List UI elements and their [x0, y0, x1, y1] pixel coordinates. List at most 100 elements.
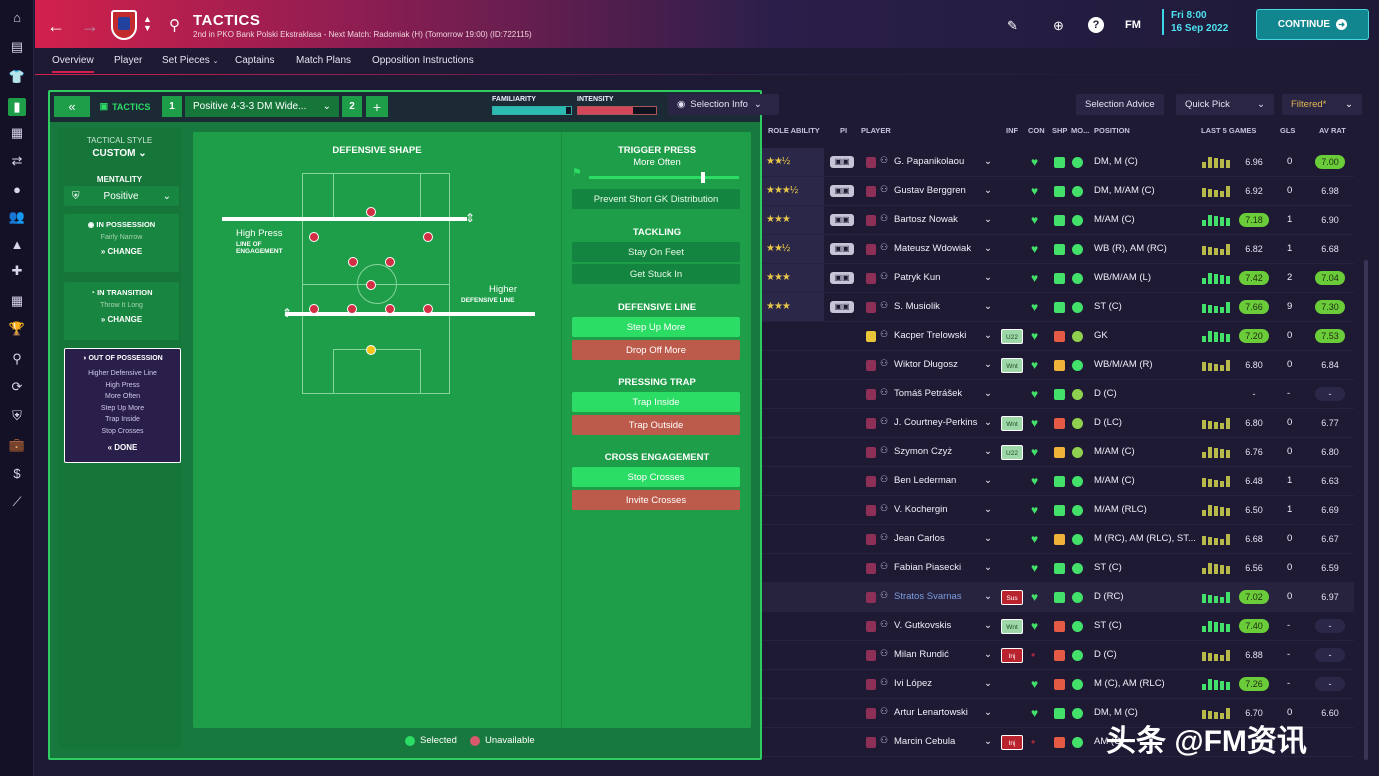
player-name[interactable]: Ben Lederman	[894, 475, 957, 486]
chevron-down-icon[interactable]: ⌄	[984, 156, 992, 167]
tab-player[interactable]: Player	[114, 55, 143, 66]
pi-icon[interactable]: ▣▣	[830, 185, 854, 197]
player-name[interactable]: Fabian Piasecki	[894, 562, 962, 573]
pi-icon[interactable]: ▣▣	[830, 272, 854, 284]
table-row[interactable]: ★★★ ▣▣ ⚇ Patryk Kun ⌄ ♥ WB/M/AM (L) 7.42 2 7.04	[762, 264, 1354, 293]
out-of-possession-card[interactable]: ◑ OUT OF POSSESSION Higher Defensive Lin…	[64, 348, 181, 463]
finance-icon[interactable]: $	[13, 465, 21, 481]
page-subtitle[interactable]: 2nd in PKO Bank Polski Ekstraklasa - Nex…	[193, 30, 532, 39]
player-marker[interactable]	[366, 280, 376, 290]
table-row[interactable]: ⚇ Tomáš Petrášek ⌄ ♥ D (C) - - -	[762, 380, 1354, 409]
in-possession-card[interactable]: ◉ IN POSSESSION Fairly Narrow » CHANGE	[64, 214, 179, 272]
player-name[interactable]: V. Gutkovskis	[894, 620, 952, 631]
player-marker[interactable]	[347, 304, 357, 314]
table-row[interactable]: ⚇ Marcin Cebula ⌄ Inj • AM (C)	[762, 728, 1354, 757]
table-row[interactable]: ⚇ Artur Lenartowski ⌄ ♥ DM, M (C) 6.70 0 6.60	[762, 699, 1354, 728]
chevron-down-icon[interactable]: ⌄	[984, 678, 992, 689]
mentality-select[interactable]: ⛨ Positive ⌄	[64, 186, 179, 206]
inbox-icon[interactable]: ▤	[10, 39, 24, 54]
defensive-line-slider[interactable]	[285, 312, 535, 316]
notes-icon[interactable]: ▦	[10, 125, 24, 140]
stay-on-feet-button[interactable]: Stay On Feet	[572, 242, 740, 262]
chevron-down-icon[interactable]: ⌄	[984, 649, 992, 660]
tab-set-pieces[interactable]: Set Pieces ⌄	[162, 55, 218, 66]
chevron-down-icon[interactable]: ⌄	[984, 388, 992, 399]
table-row[interactable]: ★★½ ▣▣ ⚇ Mateusz Wdowiak ⌄ ♥ WB (R), AM (RC) 6.…	[762, 235, 1354, 264]
player-marker[interactable]	[309, 304, 319, 314]
table-row[interactable]: ⚇ V. Gutkovskis ⌄ Wnt ♥ ST (C) 7.40 - -	[762, 612, 1354, 641]
drop-off-more-button[interactable]: Drop Off More	[572, 340, 740, 360]
globe-icon[interactable]: ⊕	[1053, 18, 1064, 33]
player-name[interactable]: Ivi López	[894, 678, 933, 689]
change-possession-button[interactable]: » CHANGE	[100, 247, 143, 256]
player-name[interactable]: Mateusz Wdowiak	[894, 243, 972, 254]
club-switch-icon[interactable]: ▲ ▼	[143, 14, 152, 33]
tactic-slot-2[interactable]: 2	[342, 96, 362, 117]
home-icon[interactable]: ⌂	[13, 9, 21, 25]
line-of-engagement-slider[interactable]	[222, 217, 467, 221]
chevron-down-icon[interactable]: ⌄	[984, 330, 992, 341]
status-badge[interactable]: Wnt	[1001, 619, 1023, 634]
player-name[interactable]: Bartosz Nowak	[894, 214, 958, 225]
squad-icon[interactable]: 👕	[8, 69, 26, 84]
pi-icon[interactable]: ▣▣	[830, 301, 854, 313]
col-shp[interactable]: SHP	[1052, 126, 1068, 135]
table-row[interactable]: ⚇ V. Kochergin ⌄ ♥ M/AM (RLC) 6.50 1 6.69	[762, 496, 1354, 525]
chevron-down-icon[interactable]: ⌄	[984, 707, 992, 718]
player-name[interactable]: V. Kochergin	[894, 504, 948, 515]
back-arrow-icon[interactable]: ←	[47, 16, 65, 36]
ball-icon[interactable]: ●	[13, 181, 21, 197]
player-marker[interactable]	[348, 257, 358, 267]
pi-icon[interactable]: ▣▣	[830, 156, 854, 168]
player-marker[interactable]	[385, 304, 395, 314]
player-name[interactable]: Gustav Berggren	[894, 185, 966, 196]
table-row[interactable]: ⚇ Jean Carlos ⌄ ♥ M (RC), AM (RLC), ST... 6.6…	[762, 525, 1354, 554]
chevron-down-icon[interactable]: ⌄	[984, 504, 992, 515]
goalkeeper-marker[interactable]	[366, 345, 376, 355]
shield-icon[interactable]: ⛨	[12, 408, 22, 423]
player-name[interactable]: Szymon Czyż	[894, 446, 953, 457]
table-row[interactable]: ⚇ Wiktor Długosz ⌄ Wnt ♥ WB/M/AM (R) 6.80 0 6.84	[762, 351, 1354, 380]
player-marker[interactable]	[309, 232, 319, 242]
table-row[interactable]: ⚇ J. Courtney-Perkins ⌄ Wnt ♥ D (LC) 6.80 0 6.77	[762, 409, 1354, 438]
medical-icon[interactable]: ✚	[11, 263, 23, 278]
change-transition-button[interactable]: » CHANGE	[100, 315, 143, 324]
chevron-down-icon[interactable]: ⌄	[984, 475, 992, 486]
table-row[interactable]: ★★★ ▣▣ ⚇ Bartosz Nowak ⌄ ♥ M/AM (C) 7.18 1 6.90	[762, 206, 1354, 235]
col-mo[interactable]: MO...	[1071, 126, 1090, 135]
quick-pick-button[interactable]: Quick Pick ⌄	[1176, 94, 1274, 115]
table-row[interactable]: ⚇ Stratos Svarnas ⌄ Sus ♥ D (RC) 7.02 0 6.97	[762, 583, 1354, 612]
player-name[interactable]: Jean Carlos	[894, 533, 945, 544]
status-badge[interactable]: U22	[1001, 329, 1023, 344]
trap-outside-button[interactable]: Trap Outside	[572, 415, 740, 435]
help-icon[interactable]: ?	[1088, 17, 1104, 33]
trigger-press-slider[interactable]	[589, 172, 739, 183]
player-name[interactable]: Artur Lenartowski	[894, 707, 968, 718]
continue-button[interactable]: CONTINUE ➜	[1256, 9, 1369, 40]
chevron-down-icon[interactable]: ⌄	[984, 301, 992, 312]
col-last-5-games[interactable]: LAST 5 GAMES	[1201, 126, 1257, 135]
edit-icon[interactable]: ✎	[1007, 18, 1018, 33]
table-row[interactable]: ⚇ Kacper Trelowski ⌄ U22 ♥ GK 7.20 0 7.53	[762, 322, 1354, 351]
tactic-select[interactable]: Positive 4-3-3 DM Wide... ⌄	[185, 96, 339, 117]
table-row[interactable]: ⚇ Fabian Piasecki ⌄ ♥ ST (C) 6.56 0 6.59	[762, 554, 1354, 583]
chevron-down-icon[interactable]: ⌄	[984, 591, 992, 602]
training-icon[interactable]: ▲	[10, 236, 24, 252]
trophy-icon[interactable]: 🏆	[8, 321, 26, 336]
col-gls[interactable]: GLS	[1280, 126, 1296, 135]
table-row[interactable]: ★★½ ▣▣ ⚇ G. Papanikolaou ⌄ ♥ DM, M (C) 6.96 0 7.0…	[762, 148, 1354, 177]
pi-icon[interactable]: ▣▣	[830, 214, 854, 226]
tab-opposition-instructions[interactable]: Opposition Instructions	[372, 55, 474, 66]
player-name[interactable]: Tomáš Petrášek	[894, 388, 963, 399]
col-pi[interactable]: PI	[840, 126, 848, 135]
invite-crosses-button[interactable]: Invite Crosses	[572, 490, 740, 510]
chevron-down-icon[interactable]: ⌄	[984, 562, 992, 573]
status-badge[interactable]: Inj	[1001, 648, 1023, 663]
chevron-down-icon[interactable]: ⌄	[984, 243, 992, 254]
col-position[interactable]: POSITION	[1094, 126, 1130, 135]
player-name[interactable]: Stratos Svarnas	[894, 591, 962, 602]
status-badge[interactable]: Inj	[1001, 735, 1023, 750]
selection-info-button[interactable]: ◉ Selection Info ⌄	[668, 94, 779, 115]
table-row[interactable]: ⚇ Milan Rundić ⌄ Inj • D (C) 6.88 - -	[762, 641, 1354, 670]
player-name[interactable]: S. Musiolik	[894, 301, 940, 312]
